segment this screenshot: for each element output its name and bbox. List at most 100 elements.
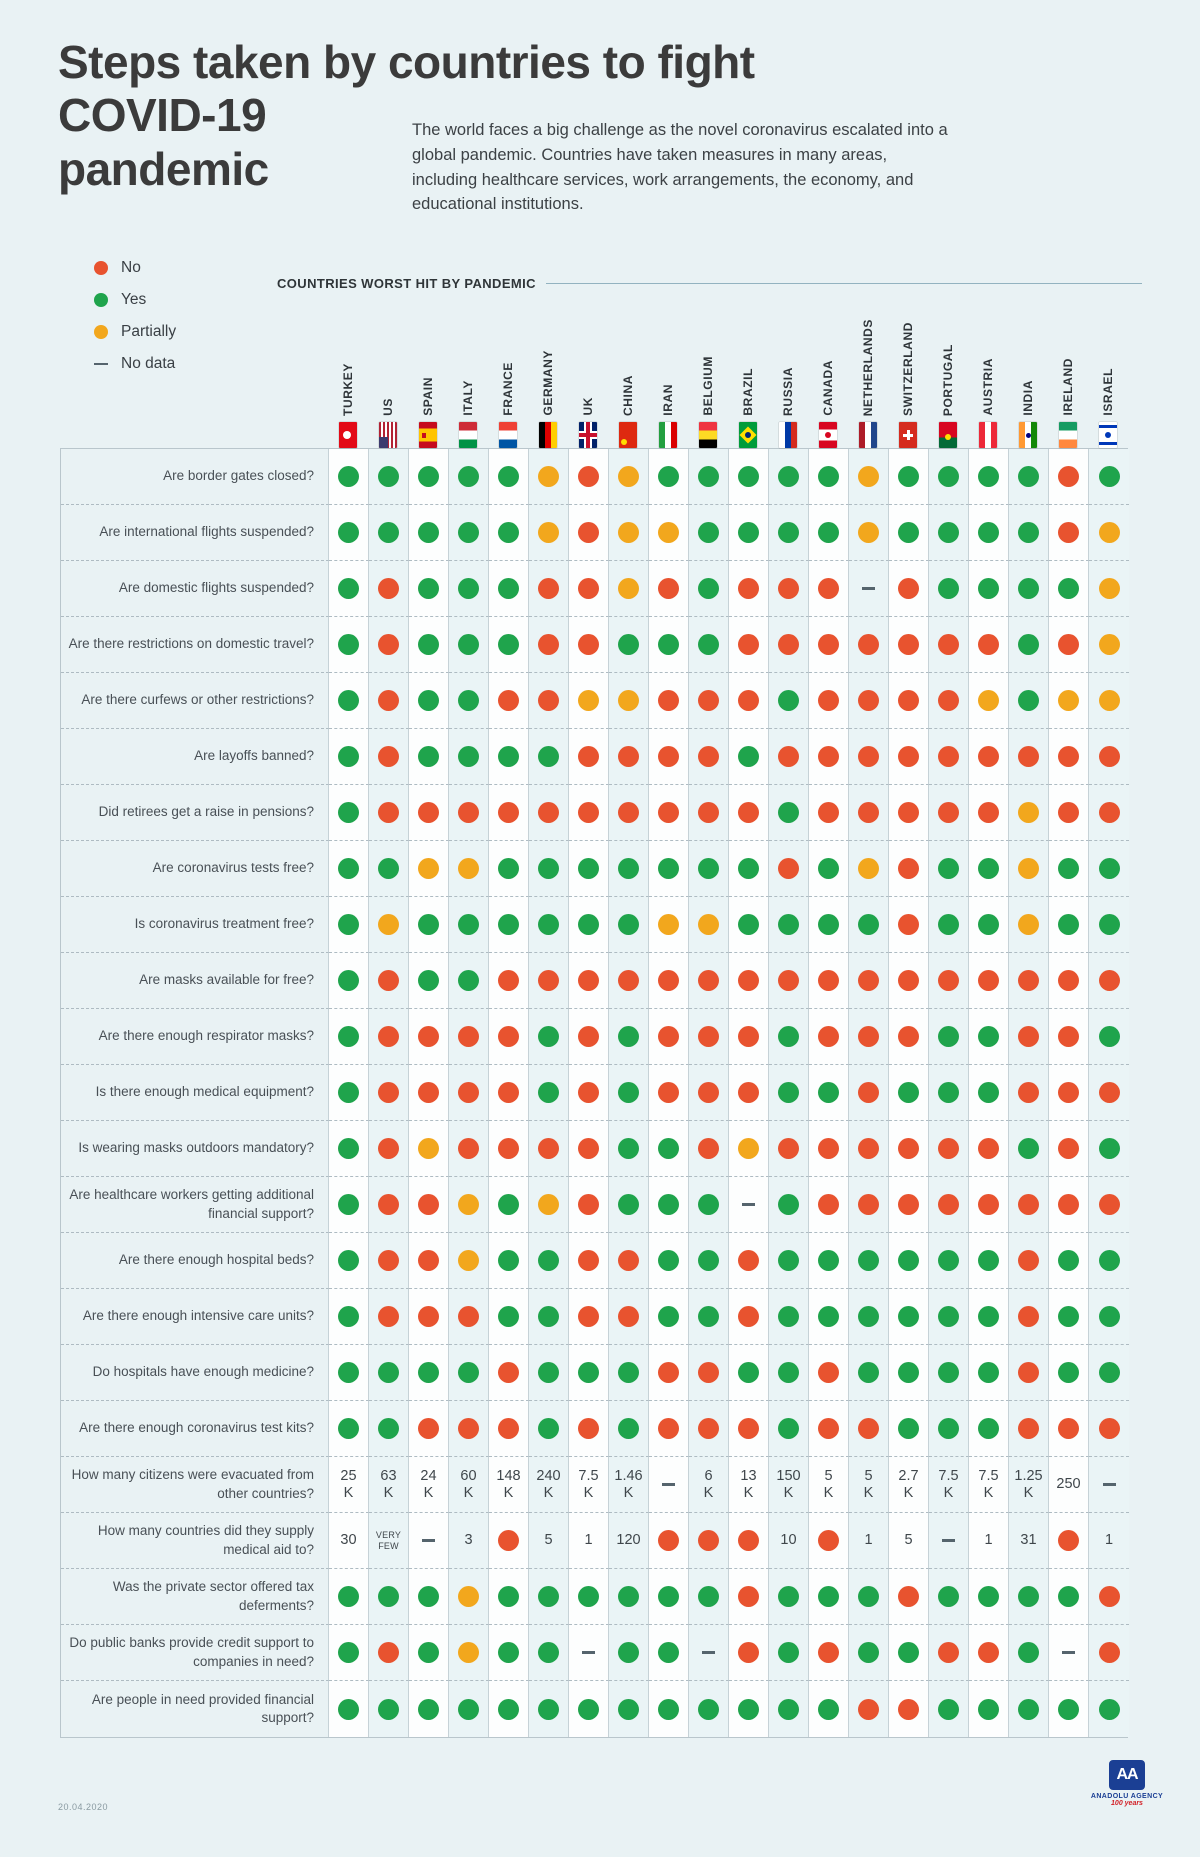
grid-cell xyxy=(1049,1625,1089,1681)
status-dot-yes xyxy=(938,1418,959,1439)
grid-cell xyxy=(689,1065,729,1121)
question-label: Are international flights suspended? xyxy=(61,505,329,561)
grid-cell xyxy=(529,841,569,897)
grid-cell xyxy=(849,1681,889,1737)
grid-cell xyxy=(649,729,689,785)
grid-cell xyxy=(529,1345,569,1401)
grid-cell xyxy=(529,1289,569,1345)
status-dot-yes xyxy=(978,1082,999,1103)
status-dot-yes xyxy=(1098,1698,1120,1720)
status-dot-partially xyxy=(1098,522,1120,543)
country-name: CHINA xyxy=(621,375,635,416)
status-dot-no xyxy=(698,1362,719,1383)
status-dot-no xyxy=(658,1418,679,1439)
germany-flag-icon xyxy=(539,422,557,448)
grid-cell xyxy=(369,1065,409,1121)
country-name: INDIA xyxy=(1021,380,1035,416)
grid-cell xyxy=(689,1401,729,1457)
grid-cell xyxy=(489,1065,529,1121)
status-dot-partially xyxy=(538,522,559,543)
grid-cell xyxy=(649,785,689,841)
status-dot-yes xyxy=(458,1698,479,1720)
status-dot-no xyxy=(538,578,559,599)
grid-cell: 7.5 K xyxy=(569,1457,609,1513)
status-dot-yes xyxy=(778,1698,799,1720)
grid-cell: 24 K xyxy=(409,1457,449,1513)
status-dot-yes xyxy=(618,1418,639,1439)
status-dot-yes xyxy=(978,578,999,599)
country-columns-header: TURKEY US SPAIN ITALY FRANCE GERMANY UK CHINA IR… xyxy=(60,300,1128,448)
status-dot-yes xyxy=(938,522,959,543)
status-dot-partially xyxy=(618,690,639,711)
grid-cell xyxy=(329,673,369,729)
grid-cell xyxy=(849,1289,889,1345)
grid-cell xyxy=(969,953,1009,1009)
status-dot-no xyxy=(498,1362,519,1383)
question-label: Are people in need provided financial su… xyxy=(61,1681,329,1737)
grid-cell xyxy=(969,1177,1009,1233)
grid-cell xyxy=(1089,1177,1129,1233)
grid-cell xyxy=(409,1289,449,1345)
status-dot-yes xyxy=(418,1586,439,1607)
grid-cell xyxy=(449,1177,489,1233)
grid-cell xyxy=(929,1233,969,1289)
status-dot-no xyxy=(858,1138,879,1159)
status-dot-no xyxy=(378,1138,399,1159)
legend-label: Partially xyxy=(121,323,177,340)
cell-value-line: K xyxy=(543,1484,554,1501)
grid-cell xyxy=(489,617,529,673)
status-dot-no xyxy=(658,578,679,599)
grid-cell xyxy=(409,1625,449,1681)
cell-value-line: 25 xyxy=(340,1467,357,1484)
status-dot-no xyxy=(698,1026,719,1047)
russia-flag-icon xyxy=(779,422,797,448)
country-header-canada: CANADA xyxy=(808,300,848,448)
status-dot-yes xyxy=(698,1698,719,1720)
grid-cell xyxy=(489,897,529,953)
status-dot-partially xyxy=(698,914,719,935)
cell-value: 1 xyxy=(584,1532,592,1549)
canada-flag-icon xyxy=(819,422,837,448)
grid-cell xyxy=(729,1121,769,1177)
grid-cell xyxy=(369,1345,409,1401)
status-dot-yes xyxy=(778,914,799,935)
cell-value-line: 1 xyxy=(984,1532,993,1549)
grid-cell xyxy=(729,953,769,1009)
grid-cell xyxy=(529,617,569,673)
status-dot-yes xyxy=(498,914,519,935)
grid-cell xyxy=(649,1233,689,1289)
grid-cell xyxy=(1049,1009,1089,1065)
grid-cell xyxy=(929,449,969,505)
status-dot-yes xyxy=(898,1362,919,1383)
page-title-line2: COVID-19 xyxy=(58,89,267,142)
country-header-belgium: BELGIUM xyxy=(688,300,728,448)
country-name: UK xyxy=(581,397,595,416)
grid-cell xyxy=(1009,1681,1049,1737)
grid-cell xyxy=(809,1065,849,1121)
country-header-uk: UK xyxy=(568,300,608,448)
header-spacer xyxy=(60,300,328,448)
grid-cell xyxy=(409,1233,449,1289)
grid-cell xyxy=(529,449,569,505)
grid-cell xyxy=(569,785,609,841)
cell-value: VERY FEW xyxy=(376,1530,401,1551)
grid-cell xyxy=(329,841,369,897)
grid-cell xyxy=(809,1009,849,1065)
grid-cell xyxy=(969,1121,1009,1177)
status-dot-no xyxy=(818,1362,839,1383)
status-dot-yes xyxy=(338,1306,359,1327)
agency-logo: AA ANADOLU AGENCY 100 years xyxy=(1084,1760,1170,1807)
grid-cell xyxy=(1049,785,1089,841)
status-dot-no xyxy=(498,802,519,823)
grid-cell xyxy=(889,1401,929,1457)
page-title: Steps taken by countries to fight COVID-… xyxy=(58,36,755,196)
grid-cell xyxy=(569,617,609,673)
intro-paragraph: The world faces a big challenge as the n… xyxy=(412,121,948,214)
status-dot-no xyxy=(498,1138,519,1159)
status-dot-no xyxy=(1018,970,1039,991)
grid-cell xyxy=(489,1513,529,1569)
status-dot-yes xyxy=(458,970,479,991)
grid-cell xyxy=(529,1401,569,1457)
grid-cell xyxy=(489,1681,529,1737)
